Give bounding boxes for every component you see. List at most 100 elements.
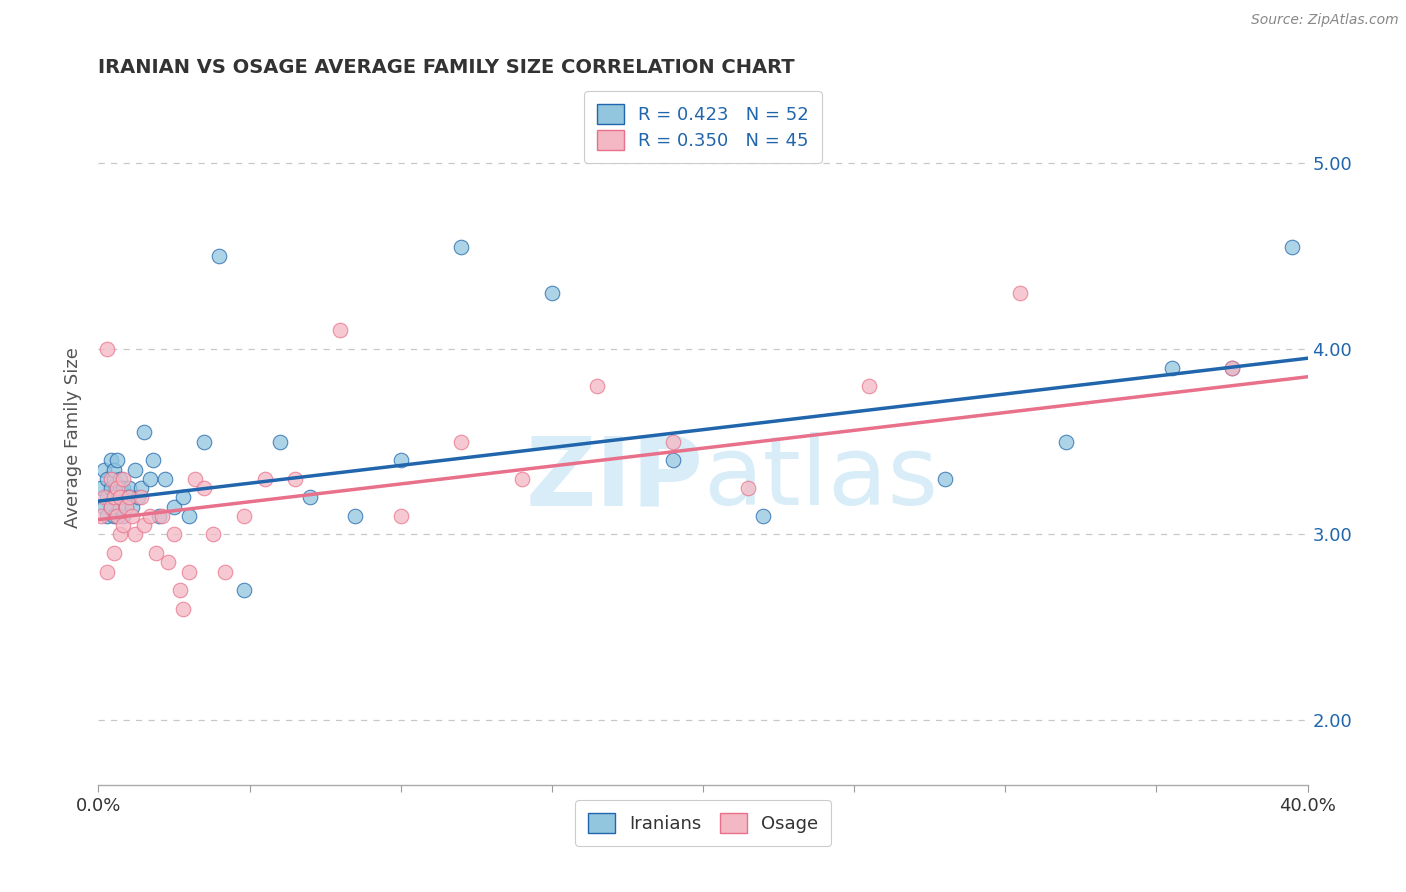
Point bbox=[132, 425, 155, 440]
Point bbox=[737, 481, 759, 495]
Point bbox=[129, 491, 152, 505]
Legend: Iranians, Osage: Iranians, Osage bbox=[575, 800, 831, 846]
Point bbox=[586, 379, 609, 393]
Point bbox=[121, 500, 143, 514]
Point bbox=[139, 472, 162, 486]
Point bbox=[284, 472, 307, 486]
Point bbox=[1220, 360, 1243, 375]
Point bbox=[111, 472, 134, 486]
Point bbox=[299, 491, 322, 505]
Point bbox=[105, 481, 128, 495]
Point bbox=[752, 508, 775, 523]
Y-axis label: Average Family Size: Average Family Size bbox=[65, 347, 83, 527]
Point bbox=[253, 472, 276, 486]
Point bbox=[232, 583, 254, 598]
Point bbox=[118, 491, 141, 505]
Point bbox=[114, 500, 136, 514]
Point bbox=[111, 481, 134, 495]
Text: ZIP: ZIP bbox=[524, 433, 703, 525]
Point bbox=[148, 508, 170, 523]
Point bbox=[103, 472, 125, 486]
Point bbox=[163, 527, 186, 541]
Point bbox=[127, 491, 149, 505]
Point bbox=[132, 518, 155, 533]
Point bbox=[100, 453, 122, 467]
Point bbox=[232, 508, 254, 523]
Point bbox=[208, 249, 231, 263]
Point bbox=[142, 453, 165, 467]
Point bbox=[93, 500, 115, 514]
Point bbox=[103, 491, 125, 505]
Text: Source: ZipAtlas.com: Source: ZipAtlas.com bbox=[1251, 13, 1399, 28]
Point bbox=[90, 481, 112, 495]
Point bbox=[661, 434, 683, 449]
Point bbox=[111, 518, 134, 533]
Point bbox=[150, 508, 173, 523]
Point bbox=[105, 453, 128, 467]
Point bbox=[108, 472, 131, 486]
Point bbox=[450, 240, 472, 254]
Text: IRANIAN VS OSAGE AVERAGE FAMILY SIZE CORRELATION CHART: IRANIAN VS OSAGE AVERAGE FAMILY SIZE COR… bbox=[98, 57, 794, 77]
Point bbox=[179, 508, 201, 523]
Point bbox=[169, 583, 191, 598]
Point bbox=[1054, 434, 1077, 449]
Point bbox=[163, 500, 186, 514]
Point bbox=[389, 508, 412, 523]
Point bbox=[100, 500, 122, 514]
Point bbox=[1160, 360, 1182, 375]
Point bbox=[121, 508, 143, 523]
Point bbox=[100, 500, 122, 514]
Point bbox=[105, 508, 128, 523]
Point bbox=[202, 527, 225, 541]
Point bbox=[108, 491, 131, 505]
Point bbox=[100, 481, 122, 495]
Point bbox=[1010, 286, 1032, 301]
Point bbox=[96, 565, 118, 579]
Point bbox=[153, 472, 176, 486]
Point bbox=[269, 434, 291, 449]
Point bbox=[934, 472, 956, 486]
Point bbox=[661, 453, 683, 467]
Point bbox=[139, 508, 162, 523]
Point bbox=[103, 546, 125, 560]
Point bbox=[103, 462, 125, 476]
Point bbox=[108, 481, 131, 495]
Point bbox=[96, 472, 118, 486]
Point bbox=[145, 546, 167, 560]
Point bbox=[93, 491, 115, 505]
Point bbox=[184, 472, 207, 486]
Point bbox=[172, 601, 194, 615]
Point bbox=[93, 462, 115, 476]
Point bbox=[179, 565, 201, 579]
Point bbox=[389, 453, 412, 467]
Point bbox=[105, 481, 128, 495]
Point bbox=[1281, 240, 1303, 254]
Point bbox=[344, 508, 367, 523]
Point bbox=[103, 508, 125, 523]
Point bbox=[118, 491, 141, 505]
Point bbox=[172, 491, 194, 505]
Point bbox=[111, 508, 134, 523]
Point bbox=[156, 555, 179, 569]
Point bbox=[329, 323, 352, 337]
Text: atlas: atlas bbox=[703, 433, 938, 525]
Point bbox=[96, 342, 118, 356]
Point bbox=[108, 500, 131, 514]
Point bbox=[193, 434, 215, 449]
Point bbox=[108, 527, 131, 541]
Point bbox=[124, 462, 146, 476]
Point bbox=[510, 472, 533, 486]
Point bbox=[96, 508, 118, 523]
Point bbox=[1220, 360, 1243, 375]
Point bbox=[124, 527, 146, 541]
Point bbox=[103, 491, 125, 505]
Point bbox=[129, 481, 152, 495]
Point bbox=[100, 472, 122, 486]
Point bbox=[450, 434, 472, 449]
Point bbox=[90, 508, 112, 523]
Point bbox=[96, 491, 118, 505]
Point bbox=[193, 481, 215, 495]
Point bbox=[118, 481, 141, 495]
Point bbox=[214, 565, 236, 579]
Point bbox=[114, 500, 136, 514]
